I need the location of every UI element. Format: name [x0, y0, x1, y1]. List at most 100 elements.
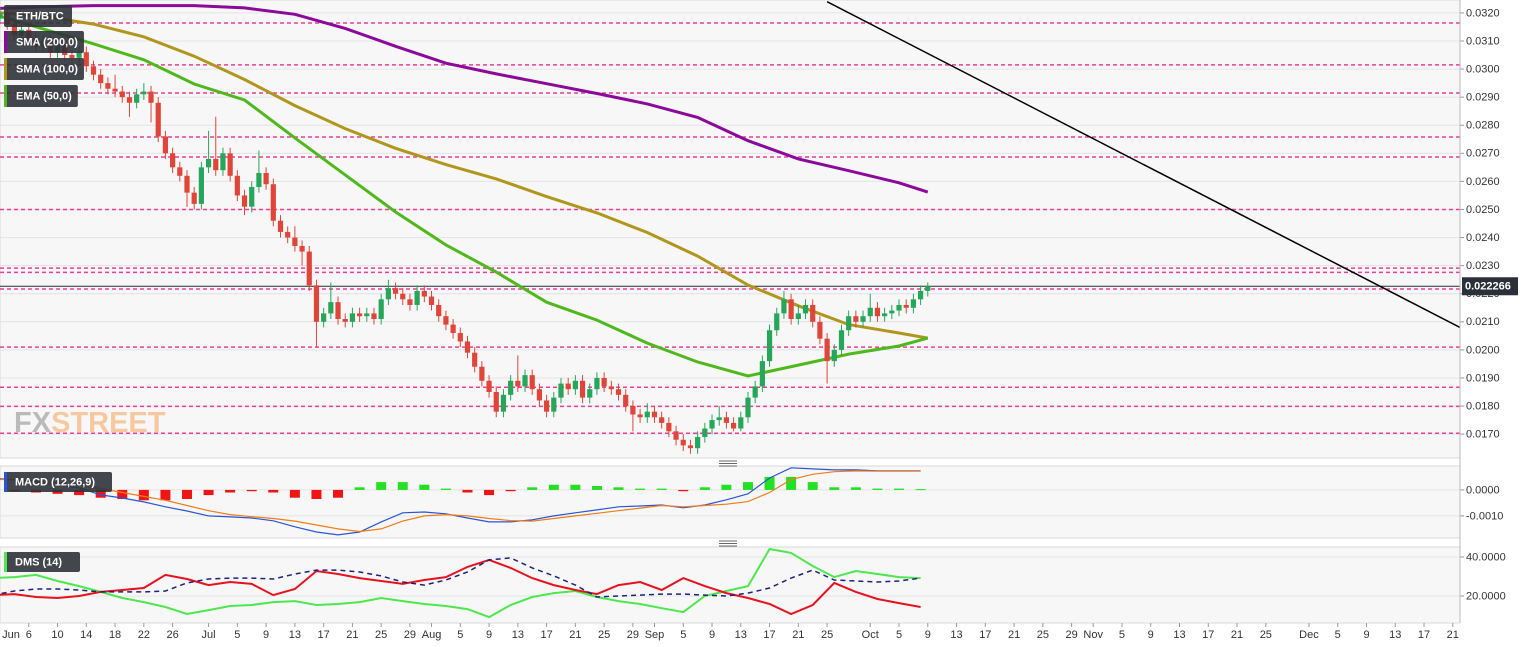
- x-tick-label: 17: [540, 629, 552, 641]
- moving-average-line: [0, 4, 929, 194]
- candle-body: [860, 316, 866, 322]
- x-tick-label: 21: [346, 629, 358, 641]
- x-tick-label: 17: [1202, 629, 1214, 641]
- candle-body: [493, 392, 499, 412]
- candle-body: [241, 195, 248, 207]
- y-tick-label: 0.0280: [1466, 120, 1500, 132]
- candle-body: [759, 361, 765, 387]
- y-tick-label: 0.0190: [1466, 372, 1500, 384]
- candle-body: [479, 366, 485, 381]
- last-price-label: 0.022266: [1465, 281, 1511, 293]
- candle-body: [371, 313, 377, 319]
- histogram-bar: [894, 488, 905, 490]
- x-tick-label: 25: [1037, 629, 1049, 641]
- legend-label: EMA (50,0): [16, 90, 72, 102]
- x-tick-label: 17: [763, 629, 775, 641]
- x-tick-label: Jun: [2, 629, 20, 641]
- histogram-bar: [311, 489, 322, 500]
- histogram-bar: [505, 489, 516, 492]
- candle-body: [788, 299, 794, 319]
- legend-label: SMA (200,0): [16, 36, 78, 48]
- candle-body: [134, 94, 140, 103]
- candle-body: [723, 417, 730, 423]
- pane-title: MACD (12,26,9): [15, 476, 95, 488]
- x-tick-label: 22: [138, 629, 150, 641]
- legend-stripe: [4, 472, 7, 492]
- pane-title: DMS (14): [15, 556, 62, 568]
- x-tick-label: Nov: [1083, 629, 1103, 641]
- indicator-line: [0, 558, 921, 616]
- candle-body: [349, 313, 356, 322]
- candle-body: [177, 167, 183, 176]
- x-tick-label: 9: [925, 629, 931, 641]
- histogram-bar: [354, 487, 365, 490]
- candle-body: [443, 316, 449, 325]
- histogram-bar: [807, 482, 818, 490]
- x-tick-label: 5: [680, 629, 686, 641]
- candle-body: [608, 386, 614, 390]
- candle-body: [184, 175, 190, 193]
- candle-body: [903, 304, 909, 308]
- candle-body: [838, 330, 845, 350]
- pane-divider-handle[interactable]: [719, 460, 737, 547]
- candle-body: [486, 380, 492, 393]
- x-tick-label: 14: [80, 629, 92, 641]
- x-tick-label: Jul: [202, 629, 216, 641]
- candle-body: [105, 83, 111, 89]
- candle-body: [270, 184, 276, 221]
- x-tick-label: 25: [821, 629, 833, 641]
- histogram-bar: [462, 489, 473, 493]
- candle-body: [738, 417, 744, 429]
- macd-pane: [0, 465, 1461, 539]
- candle-body: [795, 313, 801, 319]
- x-tick-label: 21: [1231, 629, 1243, 641]
- candle-body: [213, 158, 219, 171]
- candle-body: [544, 400, 550, 412]
- candle-body: [651, 411, 658, 418]
- legend: ETH/BTC MACD (12,26,9) DMS (14) SMA (200…: [4, 5, 112, 572]
- x-tick-label: 9: [486, 629, 492, 641]
- candle-body: [400, 293, 406, 300]
- x-tick-label: 9: [263, 629, 269, 641]
- candle-body: [565, 383, 571, 390]
- candle-body: [810, 304, 816, 322]
- y-tick-label: 0.0230: [1466, 260, 1500, 272]
- histogram-bar: [786, 476, 797, 490]
- legend-box: [4, 472, 112, 492]
- histogram-bar: [181, 489, 192, 500]
- candle-body: [450, 324, 456, 334]
- x-tick-label: 10: [51, 629, 63, 641]
- x-tick-label: 25: [598, 629, 610, 641]
- indicator-line: [0, 557, 921, 598]
- candle-body: [256, 172, 262, 188]
- candle-body: [716, 417, 722, 421]
- y-tick-label: 0.0170: [1466, 429, 1500, 441]
- candle-body: [392, 288, 399, 294]
- candle-body: [306, 251, 312, 286]
- histogram-bar: [95, 489, 106, 498]
- x-tick-label: 5: [457, 629, 463, 641]
- x-tick-label: Oct: [862, 629, 879, 641]
- y-tick-label: 20.0000: [1466, 590, 1506, 602]
- y-tick-label: 0.0000: [1466, 484, 1500, 496]
- histogram-bar: [117, 489, 128, 500]
- histogram-bar: [721, 484, 732, 490]
- candle-body: [630, 406, 636, 415]
- x-tick-label: 5: [896, 629, 902, 641]
- candle-body: [385, 288, 391, 300]
- candle-body: [205, 158, 212, 168]
- histogram-bar: [333, 489, 344, 498]
- trend-line: [826, 1, 1460, 329]
- x-tick-label: 29: [627, 629, 639, 641]
- histogram-bar: [635, 488, 646, 490]
- candle-body: [910, 299, 916, 308]
- candle-body: [601, 377, 607, 387]
- candle-body: [666, 422, 672, 432]
- candle-body: [472, 352, 478, 367]
- histogram-bar: [419, 484, 430, 490]
- legend-stripe: [4, 85, 7, 107]
- candle-body: [615, 389, 622, 395]
- y-tick-label: 0.0210: [1466, 316, 1500, 328]
- legend-label: SMA (100,0): [16, 63, 78, 75]
